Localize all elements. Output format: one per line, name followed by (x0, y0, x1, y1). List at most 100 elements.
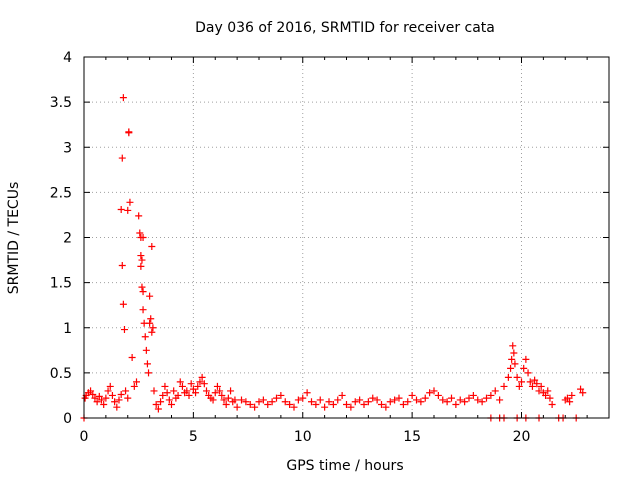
data-point (469, 391, 477, 399)
data-point (203, 387, 210, 395)
data-point (122, 387, 130, 395)
data-point (456, 396, 464, 404)
data-point (189, 385, 197, 393)
data-point (128, 354, 136, 362)
data-point (115, 396, 123, 404)
data-point (259, 396, 267, 404)
data-point (220, 396, 228, 404)
data-point (125, 128, 133, 136)
data-point (119, 300, 127, 308)
data-point (89, 391, 97, 399)
data-point (233, 403, 241, 411)
data-point (338, 391, 346, 399)
data-point (404, 398, 412, 406)
data-point (111, 398, 119, 406)
data-point (227, 387, 235, 395)
data-point (264, 400, 272, 408)
data-point (187, 380, 195, 388)
data-point (577, 385, 585, 393)
data-point (118, 154, 126, 162)
data-point (378, 400, 385, 408)
data-point (465, 394, 473, 402)
y-tick-label: 1.5 (50, 276, 72, 292)
data-point (329, 400, 337, 408)
data-point (178, 382, 186, 390)
data-point (139, 288, 147, 296)
data-point (563, 394, 571, 402)
data-point (452, 400, 460, 408)
data-point (159, 391, 167, 399)
data-point (443, 398, 451, 406)
data-point (142, 346, 150, 354)
y-tick-label: 3 (63, 140, 72, 156)
data-point (510, 349, 518, 357)
data-point (104, 387, 112, 395)
y-tick-label: 4 (63, 50, 72, 66)
data-point (290, 403, 298, 411)
data-point (316, 396, 324, 404)
data-point (150, 387, 158, 395)
grid-lines (84, 57, 609, 418)
y-tick-label: 2.5 (50, 185, 72, 201)
data-point (391, 396, 399, 404)
data-point (395, 394, 403, 402)
data-point (303, 389, 311, 397)
data-point (528, 382, 536, 390)
data-point (568, 391, 576, 399)
data-point (386, 398, 394, 406)
y-tick-label: 1 (63, 321, 72, 337)
data-point (194, 382, 202, 390)
data-point (548, 400, 556, 408)
data-point (148, 243, 156, 251)
data-point (119, 94, 127, 102)
data-point (408, 391, 416, 399)
data-point (496, 396, 504, 404)
data-point (334, 396, 342, 404)
data-point (347, 403, 355, 411)
data-point (141, 333, 149, 341)
data-point (533, 380, 541, 388)
data-point (216, 387, 224, 395)
data-point (91, 394, 99, 402)
data-point (161, 382, 169, 390)
data-point (137, 252, 145, 260)
data-point (526, 378, 534, 386)
data-point (522, 355, 530, 363)
data-point (165, 396, 173, 404)
data-point (157, 398, 165, 406)
data-point (281, 398, 289, 406)
data-point (100, 400, 108, 408)
data-point (124, 394, 132, 402)
data-point (546, 394, 554, 402)
data-point (113, 403, 121, 411)
data-point (544, 387, 552, 395)
data-point (255, 398, 263, 406)
data-point (417, 398, 425, 406)
data-point (147, 315, 155, 323)
data-point (183, 387, 191, 395)
data-point (246, 400, 254, 408)
data-point (124, 206, 132, 214)
data-point (138, 256, 146, 264)
data-point (294, 396, 302, 404)
data-point (117, 206, 125, 214)
data-point (504, 373, 512, 381)
plot-frame (83, 56, 610, 419)
data-point (382, 403, 390, 411)
data-point (535, 387, 543, 395)
data-point (213, 382, 221, 390)
data-point (196, 378, 204, 386)
data-point (209, 396, 217, 404)
data-point (87, 387, 95, 395)
data-point (136, 229, 144, 237)
data-point (277, 391, 285, 399)
data-point (238, 396, 245, 404)
data-point (373, 396, 381, 404)
data-point (154, 405, 162, 413)
data-point (286, 400, 294, 408)
data-point (487, 391, 495, 399)
data-point (146, 319, 154, 327)
data-point (95, 392, 103, 400)
data-point (579, 389, 587, 397)
data-point (149, 324, 157, 332)
